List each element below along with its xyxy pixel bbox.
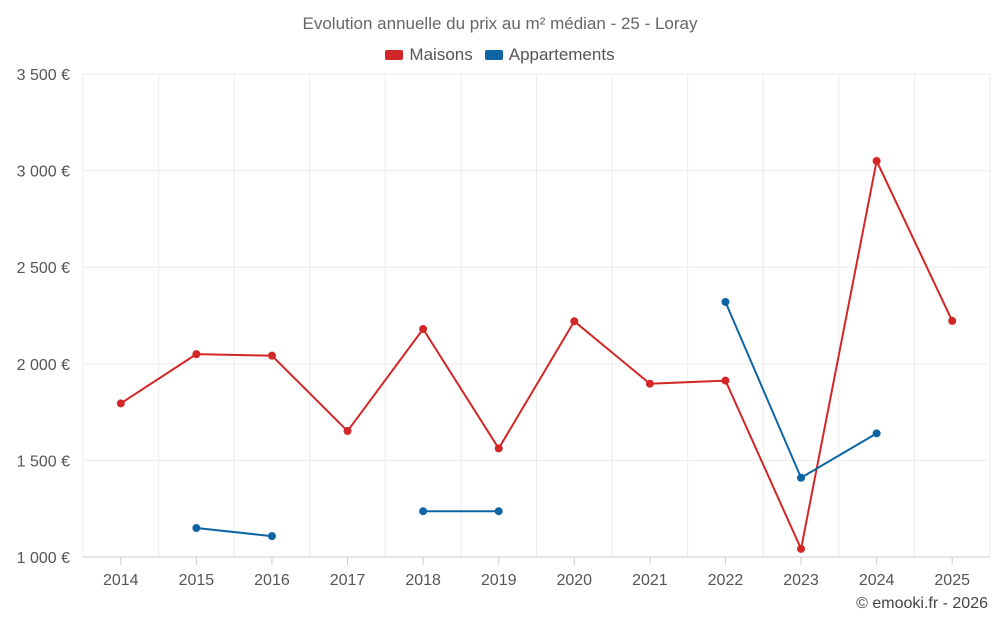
data-point-maisons[interactable] (343, 427, 352, 436)
x-tick-label: 2019 (481, 572, 517, 589)
legend: Maisons Appartements (0, 45, 1000, 65)
data-point-maisons[interactable] (570, 317, 579, 326)
x-tick-label: 2018 (405, 572, 441, 589)
y-tick-label: 1 000 € (17, 550, 70, 567)
data-point-maisons[interactable] (872, 156, 881, 165)
data-point-maisons[interactable] (645, 379, 654, 388)
y-tick-label: 3 500 € (17, 67, 70, 84)
x-tick-label: 2024 (859, 572, 895, 589)
x-tick-label: 2025 (934, 572, 970, 589)
x-tick-label: 2016 (254, 572, 290, 589)
series-line-maisons (422, 328, 500, 450)
data-point-maisons[interactable] (192, 350, 201, 359)
data-point-maisons[interactable] (419, 325, 428, 334)
data-point-appartementes[interactable] (419, 507, 428, 516)
legend-swatch-maisons (385, 50, 404, 60)
x-tick-label: 2014 (103, 572, 139, 589)
series-line-maisons (724, 379, 803, 550)
series-line-maisons (497, 320, 576, 450)
credit: © emooki.fr - 2026 (856, 595, 988, 612)
series-line-maisons (195, 353, 273, 357)
legend-item-appartements[interactable]: Appartements (484, 45, 615, 65)
series-line-maisons (119, 353, 198, 405)
data-point-appartementes[interactable] (721, 297, 730, 306)
data-point-maisons[interactable] (948, 316, 957, 325)
data-point-appartementes[interactable] (267, 532, 276, 541)
legend-label-maisons: Maisons (409, 45, 473, 64)
data-point-maisons[interactable] (797, 544, 806, 553)
series-line-maisons (800, 159, 878, 550)
data-point-appartementes[interactable] (872, 429, 881, 438)
y-tick-label: 1 500 € (17, 453, 70, 470)
series-line-maisons (648, 379, 727, 385)
y-tick-label: 2 000 € (17, 357, 70, 374)
legend-label-appartements: Appartements (508, 45, 615, 64)
legend-swatch-appartements (484, 50, 503, 60)
legend-item-maisons[interactable]: Maisons (385, 45, 473, 65)
series-line-appartementes (195, 527, 273, 538)
x-tick-label: 2020 (556, 572, 592, 589)
data-point-maisons[interactable] (721, 376, 730, 385)
x-tick-label: 2021 (632, 572, 668, 589)
series-line-maisons (573, 320, 651, 385)
data-point-appartementes[interactable] (494, 507, 503, 516)
chart-title: Evolution annuelle du prix au m² médian … (302, 14, 698, 33)
series-line-maisons (875, 159, 954, 322)
data-point-maisons[interactable] (494, 444, 503, 453)
series-line-maisons (270, 354, 349, 433)
data-point-appartementes[interactable] (797, 473, 806, 482)
y-tick-label: 3 000 € (17, 164, 70, 181)
x-tick-label: 2022 (708, 572, 744, 589)
series-line-appartementes (724, 300, 803, 479)
y-tick-label: 2 500 € (17, 260, 70, 277)
x-tick-label: 2017 (330, 572, 366, 589)
x-tick-label: 2015 (179, 572, 215, 589)
data-point-appartementes[interactable] (192, 524, 201, 533)
x-tick-label: 2023 (783, 572, 819, 589)
series-line-appartementes (800, 432, 878, 479)
series-line-maisons (346, 328, 425, 433)
data-point-maisons[interactable] (116, 399, 125, 408)
data-point-maisons[interactable] (267, 351, 276, 360)
